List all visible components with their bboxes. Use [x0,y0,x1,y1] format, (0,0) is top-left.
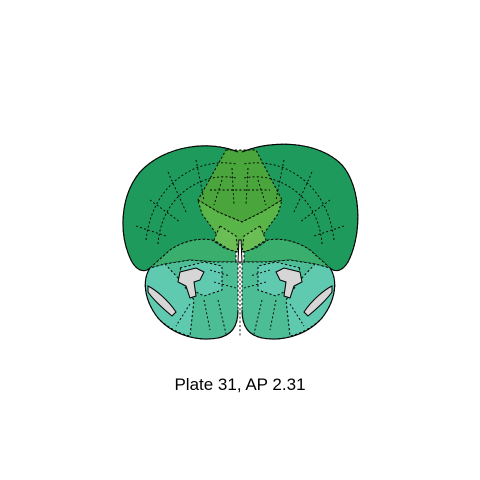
ventral-right-outline [241,267,336,340]
plate-caption: Plate 31, AP 2.31 [174,375,306,394]
ventral-lines-left [175,269,237,335]
septum-region-right [241,225,267,253]
cortex-left-outline [122,145,239,272]
cortex-radial-left [135,159,205,237]
cortex-layer-right-2 [243,176,323,245]
lateral-ventricle-left [177,267,205,299]
deep-right-region [243,238,331,269]
midline-ventricle [237,239,243,263]
olfactory-ventricle-left [147,285,177,317]
cortex-layer-left-2 [157,176,237,245]
ventral-left-outline [144,267,239,340]
central-band-region [197,199,283,251]
deep-left-region [149,238,237,269]
wedge-lines [210,167,270,206]
lateral-ventricle-right [275,267,303,299]
cortex-layer-left [145,162,237,241]
cortex-right-outline [241,143,359,272]
olfactory-ventricle-right [303,285,333,317]
cortex-radial-right [275,159,345,237]
septum-region [213,225,239,253]
cortex-layer-right [243,162,335,241]
ventral-lines-right [243,269,305,335]
